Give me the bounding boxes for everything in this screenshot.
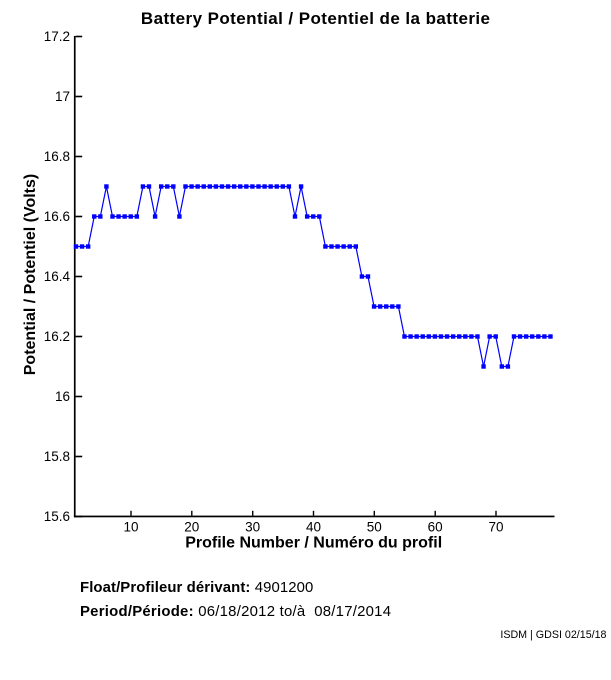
svg-text:40: 40 (306, 520, 321, 535)
svg-text:10: 10 (123, 520, 138, 535)
svg-text:16.6: 16.6 (44, 209, 70, 224)
svg-text:15.8: 15.8 (44, 449, 70, 464)
svg-text:15.6: 15.6 (44, 509, 70, 524)
svg-text:20: 20 (184, 520, 199, 535)
svg-text:17.2: 17.2 (44, 29, 70, 44)
svg-text:16: 16 (55, 389, 70, 404)
svg-text:16.8: 16.8 (44, 149, 70, 164)
svg-text:Battery Potential / Potentiel: Battery Potential / Potentiel de la batt… (141, 9, 491, 28)
svg-text:30: 30 (245, 520, 260, 535)
svg-text:Float/Profileur dérivant: 4901: Float/Profileur dérivant: 4901200 (80, 580, 313, 596)
svg-text:60: 60 (428, 520, 443, 535)
svg-text:70: 70 (488, 520, 503, 535)
svg-text:Profile Number / Numéro du pro: Profile Number / Numéro du profil (185, 535, 442, 552)
svg-text:16.4: 16.4 (44, 269, 71, 284)
svg-text:Potential / Potentiel (Volts): Potential / Potentiel (Volts) (22, 174, 39, 376)
svg-text:16.2: 16.2 (44, 329, 70, 344)
svg-text:Period/Période: 06/18/2012 to/: Period/Période: 06/18/2012 to/à 08/17/20… (80, 604, 391, 620)
svg-text:ISDM | GDSI 02/15/18: ISDM | GDSI 02/15/18 (500, 629, 606, 641)
svg-text:17: 17 (55, 89, 70, 104)
svg-text:50: 50 (367, 520, 382, 535)
